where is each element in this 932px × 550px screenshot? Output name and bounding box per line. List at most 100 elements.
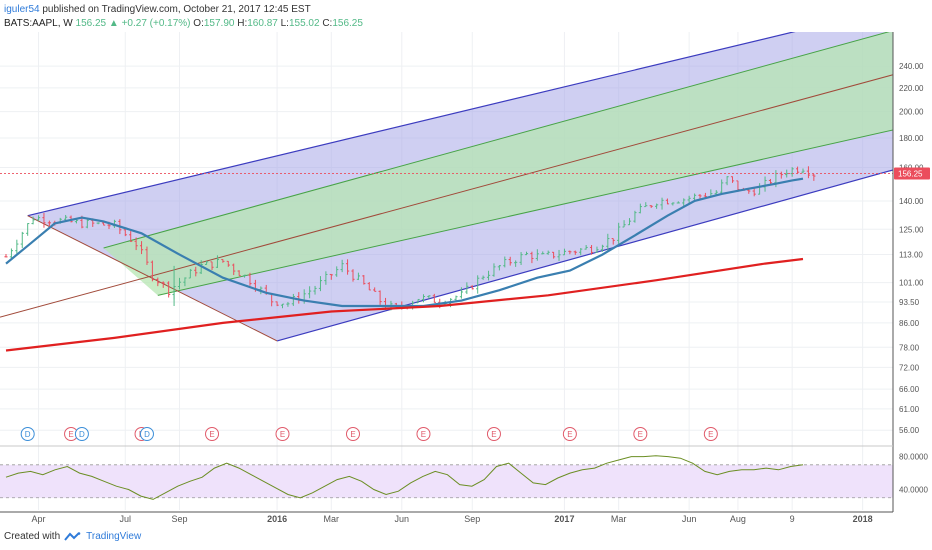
time-tick-label: Sep bbox=[464, 514, 480, 524]
pitchfork-channel bbox=[0, 32, 893, 342]
created-with-text: Created with bbox=[4, 531, 61, 542]
marker-circle bbox=[20, 427, 35, 441]
up-arrow-icon: ▲ bbox=[108, 18, 119, 29]
open-label: O: bbox=[193, 18, 204, 29]
marker-label: E bbox=[68, 430, 73, 439]
time-tick-label: Jun bbox=[682, 514, 697, 524]
price-tick-label: 56.00 bbox=[899, 426, 920, 435]
time-tick-label: Sep bbox=[171, 514, 187, 524]
marker-label: E bbox=[350, 430, 355, 439]
chart-header: iguler54 published on TradingView.com, O… bbox=[4, 3, 363, 31]
marker-label: E bbox=[638, 430, 643, 439]
marker-label: E bbox=[421, 430, 426, 439]
author-link[interactable]: iguler54 bbox=[4, 4, 40, 15]
earnings-marker: E bbox=[703, 427, 718, 441]
price-tick-label: 61.00 bbox=[899, 405, 920, 414]
dividend-marker: D bbox=[74, 427, 89, 441]
tradingview-logo-icon bbox=[64, 531, 81, 541]
marker-label: E bbox=[567, 430, 572, 439]
earnings-marker: E bbox=[416, 427, 431, 441]
moving-averages bbox=[5, 177, 804, 352]
rsi-panel: 80.0000 40.0000 bbox=[0, 453, 928, 500]
marker-label: D bbox=[79, 430, 85, 439]
marker-circle bbox=[205, 427, 220, 441]
last-price: 156.25 bbox=[75, 18, 107, 29]
publish-text: published on TradingView.com, October 21… bbox=[39, 4, 311, 15]
price-tick-label: 101.00 bbox=[899, 279, 924, 288]
time-tick-label: Apr bbox=[32, 514, 46, 524]
marker-label: E bbox=[491, 430, 496, 439]
earnings-marker: E bbox=[562, 427, 577, 441]
moving-average-blue bbox=[5, 177, 804, 308]
earnings-marker: E bbox=[633, 427, 648, 441]
price-tick-label: 180.00 bbox=[899, 134, 924, 143]
price-change: +0.27 (+0.17%) bbox=[121, 18, 191, 29]
upper-inner-line bbox=[103, 32, 890, 249]
event-markers: DEDEDEEEEEEEE bbox=[20, 427, 718, 441]
marker-circle bbox=[139, 427, 154, 441]
time-tick-label: Mar bbox=[324, 514, 340, 524]
footer: Created with TradingView bbox=[4, 531, 141, 542]
time-tick-label: 2017 bbox=[554, 514, 574, 524]
price-tick-label: 72.00 bbox=[899, 363, 920, 372]
marker-circle bbox=[416, 427, 431, 441]
low-value: 155.02 bbox=[288, 18, 320, 29]
marker-circle bbox=[562, 427, 577, 441]
candlestick-series bbox=[4, 166, 816, 311]
price-tick-label: 93.50 bbox=[899, 298, 920, 307]
marker-label: D bbox=[25, 430, 31, 439]
time-tick-label: Aug bbox=[730, 514, 746, 524]
price-tick-label: 78.00 bbox=[899, 343, 920, 352]
upper-channel-line bbox=[27, 32, 796, 217]
moving-average-red bbox=[5, 257, 804, 352]
time-tick-label: Jul bbox=[120, 514, 132, 524]
publish-line: iguler54 published on TradingView.com, O… bbox=[4, 3, 363, 17]
rsi-tick-label: 80.0000 bbox=[899, 453, 928, 462]
lower-inner-line bbox=[157, 129, 893, 296]
tradingview-brand[interactable]: TradingView bbox=[86, 531, 142, 542]
time-tick-label: 2018 bbox=[853, 514, 873, 524]
price-tick-label: 240.00 bbox=[899, 62, 924, 71]
rsi-tick-label: 40.0000 bbox=[899, 486, 928, 495]
price-tick-label: 200.00 bbox=[899, 108, 924, 117]
ohlc-line: BATS:AAPL, W 156.25 ▲ +0.27 (+0.17%) O:1… bbox=[4, 17, 363, 31]
earnings-marker: E bbox=[205, 427, 220, 441]
last-price-badge-label: 156.25 bbox=[898, 169, 923, 178]
marker-circle bbox=[633, 427, 648, 441]
time-tick-label: Mar bbox=[611, 514, 627, 524]
close-label: C: bbox=[322, 18, 333, 29]
marker-label: D bbox=[144, 430, 150, 439]
inner-channel-fill bbox=[103, 32, 893, 296]
time-tick-label: 9 bbox=[790, 514, 795, 524]
close-value: 156.25 bbox=[332, 18, 363, 29]
marker-circle bbox=[703, 427, 718, 441]
low-label: L: bbox=[280, 18, 289, 29]
dividend-marker: D bbox=[20, 427, 35, 441]
axes: 240.00220.00200.00180.00160.00140.00125.… bbox=[0, 32, 930, 524]
price-tick-label: 113.00 bbox=[899, 251, 923, 260]
marker-circle bbox=[74, 427, 89, 441]
time-tick-label: 2016 bbox=[267, 514, 287, 524]
price-tick-label: 125.00 bbox=[899, 225, 924, 234]
rsi-band bbox=[0, 464, 893, 498]
time-tick-label: Jun bbox=[395, 514, 410, 524]
marker-circle bbox=[275, 427, 290, 441]
price-tick-label: 140.00 bbox=[899, 197, 924, 206]
lower-channel-line bbox=[276, 169, 893, 342]
open-value: 157.90 bbox=[203, 18, 235, 29]
last-price-badge bbox=[894, 167, 930, 180]
marker-label: E bbox=[708, 430, 713, 439]
marker-circle bbox=[345, 427, 360, 441]
marker-label: E bbox=[209, 430, 214, 439]
dividend-marker: D bbox=[139, 427, 154, 441]
high-label: H: bbox=[237, 18, 248, 29]
earnings-marker: E bbox=[275, 427, 290, 441]
marker-circle bbox=[486, 427, 501, 441]
marker-label: E bbox=[280, 430, 285, 439]
price-tick-label: 66.00 bbox=[899, 385, 920, 394]
symbol-label[interactable]: BATS:AAPL, W bbox=[4, 18, 73, 29]
earnings-marker: E bbox=[345, 427, 360, 441]
price-tick-label: 220.00 bbox=[899, 84, 924, 93]
earnings-marker: E bbox=[486, 427, 501, 441]
